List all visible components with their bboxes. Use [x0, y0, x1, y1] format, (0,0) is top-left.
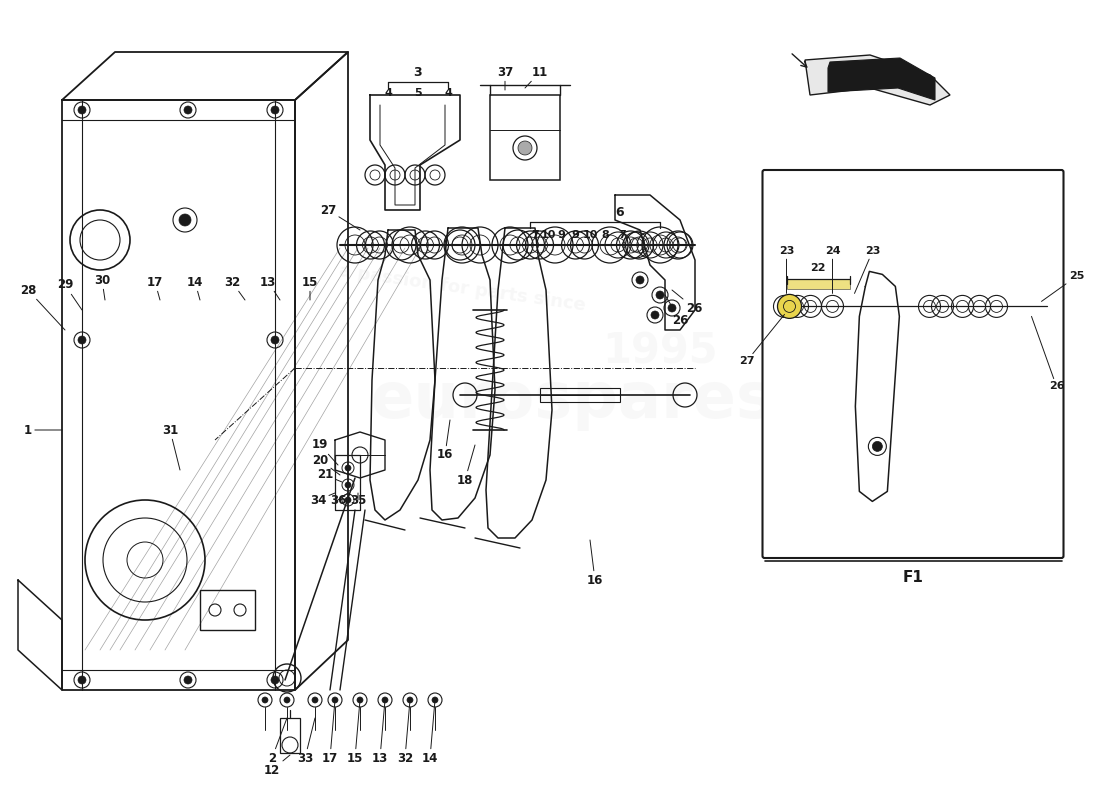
Text: 32: 32 [397, 700, 414, 765]
Text: 37: 37 [497, 66, 513, 90]
Text: 11: 11 [525, 66, 548, 88]
Text: 15: 15 [346, 700, 363, 765]
Circle shape [78, 106, 86, 114]
Text: 15: 15 [301, 275, 318, 300]
Text: 4: 4 [444, 88, 452, 98]
Circle shape [262, 697, 268, 703]
Text: 28: 28 [20, 283, 65, 330]
Bar [280, 718, 300, 753]
Circle shape [271, 106, 279, 114]
Circle shape [271, 336, 279, 344]
Text: 31: 31 [162, 423, 180, 470]
Text: 26: 26 [1032, 316, 1065, 391]
Text: 36: 36 [330, 493, 348, 506]
Text: 7: 7 [531, 230, 539, 240]
Text: 26: 26 [672, 290, 702, 314]
Circle shape [184, 106, 192, 114]
Text: 13: 13 [260, 275, 280, 300]
Text: 13: 13 [372, 700, 388, 765]
Circle shape [778, 294, 802, 318]
Text: 8: 8 [601, 230, 609, 240]
Text: a passion for parts since: a passion for parts since [338, 262, 586, 314]
Circle shape [345, 465, 351, 471]
Text: 29: 29 [57, 278, 82, 310]
Text: 33: 33 [297, 718, 315, 765]
Bar [786, 279, 849, 290]
Circle shape [358, 697, 363, 703]
Circle shape [284, 697, 290, 703]
Circle shape [872, 442, 882, 451]
Text: 17: 17 [147, 275, 163, 300]
Polygon shape [805, 55, 950, 105]
Circle shape [407, 697, 412, 703]
Text: 18: 18 [456, 445, 475, 486]
Text: 1: 1 [24, 423, 62, 437]
Text: 23: 23 [855, 246, 880, 294]
Text: 24: 24 [825, 246, 840, 294]
Circle shape [668, 304, 676, 312]
Bar [540, 388, 620, 402]
Text: 10: 10 [540, 230, 556, 240]
Text: eurospares: eurospares [370, 369, 774, 431]
Text: 16: 16 [437, 420, 453, 462]
Circle shape [345, 482, 351, 488]
Polygon shape [828, 58, 935, 100]
Text: 35: 35 [350, 493, 366, 506]
Circle shape [382, 697, 388, 703]
Text: 17: 17 [322, 700, 338, 765]
Text: 5: 5 [415, 88, 421, 98]
Text: 27: 27 [739, 314, 784, 366]
Circle shape [518, 141, 532, 155]
FancyBboxPatch shape [762, 170, 1064, 558]
Text: 26: 26 [666, 295, 689, 326]
Circle shape [312, 697, 318, 703]
Text: 9: 9 [571, 230, 579, 240]
Circle shape [184, 676, 192, 684]
Circle shape [78, 676, 86, 684]
Circle shape [332, 697, 338, 703]
Text: 16: 16 [586, 540, 603, 586]
Text: 3: 3 [414, 66, 422, 78]
Text: F1: F1 [903, 570, 923, 585]
Bar [200, 590, 255, 630]
Text: 14: 14 [187, 275, 204, 300]
Bar [490, 95, 560, 180]
Circle shape [179, 214, 191, 226]
Text: 19: 19 [311, 438, 338, 465]
Circle shape [345, 497, 351, 503]
Text: 34: 34 [310, 493, 336, 506]
Text: 4: 4 [384, 88, 392, 98]
Text: 1995: 1995 [602, 331, 718, 373]
Circle shape [651, 311, 659, 319]
Circle shape [656, 291, 664, 299]
Text: 7: 7 [618, 230, 626, 240]
Text: 32: 32 [224, 275, 245, 300]
Text: 22: 22 [811, 263, 826, 274]
Text: 9: 9 [557, 230, 565, 240]
Text: 2: 2 [268, 718, 287, 765]
Text: 14: 14 [421, 700, 438, 765]
Circle shape [78, 336, 86, 344]
Text: 21: 21 [317, 469, 342, 482]
Text: 6: 6 [616, 206, 625, 218]
Circle shape [432, 697, 438, 703]
Circle shape [636, 276, 644, 284]
Text: 30: 30 [94, 274, 110, 300]
Text: 12: 12 [264, 755, 290, 777]
Circle shape [271, 676, 279, 684]
Text: 27: 27 [320, 203, 360, 230]
Text: 10: 10 [582, 230, 597, 240]
Text: 20: 20 [312, 454, 340, 475]
Text: 23: 23 [779, 246, 794, 294]
Text: 25: 25 [1042, 271, 1085, 302]
